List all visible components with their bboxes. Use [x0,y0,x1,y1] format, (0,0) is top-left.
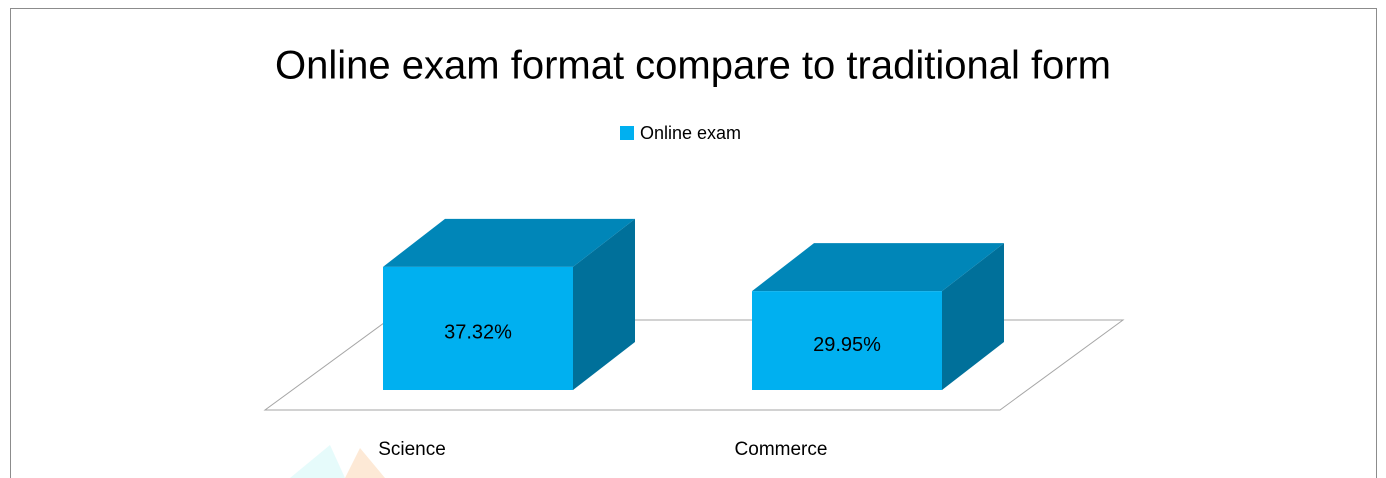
data-label: 29.95% [813,334,881,356]
x-tick-label: Commerce [735,439,828,460]
chart-title: Online exam format compare to traditiona… [275,44,1111,88]
bar [752,243,1004,390]
bar-top [383,218,635,267]
bar-top [752,243,1004,292]
legend-swatch [620,126,634,140]
watermark [290,445,345,478]
bar-front [752,291,942,390]
watermark [345,448,385,478]
legend-label: Online exam [640,123,741,143]
bar-side [942,243,1004,390]
data-label: 37.32% [444,322,512,344]
bar-front [383,266,573,390]
bar [383,218,635,390]
x-tick-label: Science [378,439,446,460]
bar-side [573,218,635,390]
